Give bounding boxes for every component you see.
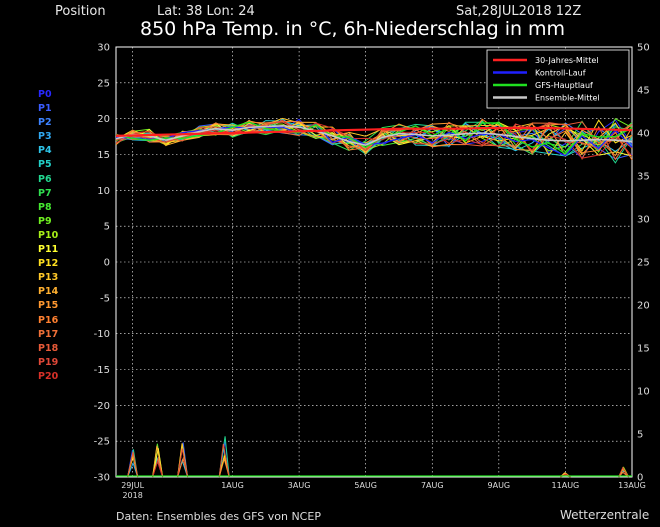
member-label-p6: P6	[38, 173, 52, 185]
member-list: P0 P1 P2 P3 P4 P5 P6 P7 P8 P9 P10 P11 P12 P13 P14 P15 P1…	[38, 88, 58, 384]
y2-tick-label: 50	[637, 43, 650, 54]
member-label-p7: P7	[38, 187, 52, 199]
climatology-line	[115, 126, 633, 137]
y-tick-label: 5	[104, 222, 110, 233]
precip-spike	[152, 459, 164, 478]
y2-tick-label: 45	[637, 86, 650, 97]
member-label-p14: P14	[38, 286, 59, 298]
y-tick-label: 15	[97, 150, 110, 161]
member-label-p3: P3	[38, 131, 52, 143]
gfs-main-line	[115, 121, 633, 155]
member-label-p9: P9	[38, 215, 52, 227]
data-source: Daten: Ensembles des GFS von NCEP	[116, 510, 321, 523]
y2-tick-label: 30	[637, 215, 650, 226]
y-tick-label: -30	[94, 473, 110, 484]
y-tick-label: 0	[104, 258, 110, 269]
member-label-p2: P2	[38, 117, 52, 129]
y2-tick-label: 25	[637, 258, 650, 269]
precip-spike	[218, 443, 230, 478]
member-label-p15: P15	[38, 300, 59, 312]
x-tick-label: 9AUG	[488, 481, 511, 490]
member-label-p0: P0	[38, 89, 52, 100]
y2-tick-label: 35	[637, 172, 650, 183]
legend-label: Kontroll-Lauf	[535, 69, 586, 78]
y-tick-label: 10	[97, 186, 110, 197]
precip-spike	[218, 457, 230, 478]
x-tick-label: 5AUG	[354, 481, 377, 490]
precip-spike	[618, 466, 630, 478]
position-label: Position	[55, 4, 106, 19]
precip-spike	[177, 448, 189, 478]
member-label-p17: P17	[38, 328, 59, 340]
x-tick-label: 11AUG	[552, 481, 580, 490]
y-tick-label: -5	[100, 293, 110, 304]
member-label-p10: P10	[38, 229, 59, 241]
ensemble-mean-line	[115, 125, 633, 147]
y2-tick-label: 10	[637, 387, 650, 398]
member-line-p15	[115, 119, 633, 158]
y-tick-label: -20	[94, 401, 110, 412]
x-tick-label: 7AUG	[421, 481, 444, 490]
member-label-p12: P12	[38, 258, 59, 270]
member-label-p8: P8	[38, 201, 52, 213]
x-tick-label: 3AUG	[288, 481, 311, 490]
member-label-p13: P13	[38, 272, 59, 284]
run-date: Sat,28JUL2018 12Z	[456, 4, 582, 19]
member-label-p4: P4	[38, 145, 52, 157]
member-label-p18: P18	[38, 342, 59, 354]
precip-spike	[127, 451, 139, 478]
member-label-p5: P5	[38, 159, 52, 171]
chart-title: 850 hPa Temp. in °C, 6h-Niederschlag in …	[140, 18, 566, 40]
member-label-p16: P16	[38, 314, 59, 326]
precip-spike	[152, 445, 164, 478]
member-label-p19: P19	[38, 356, 59, 368]
legend-label: Ensemble-Mittel	[535, 94, 600, 103]
y-tick-label: -10	[94, 329, 110, 340]
x-tick-sublabel: 2018	[122, 491, 142, 500]
x-tick-label: 29JUL	[121, 481, 144, 490]
y2-tick-label: 15	[637, 344, 650, 355]
y-tick-label: -25	[94, 437, 110, 448]
member-label-p1: P1	[38, 103, 52, 115]
legend-label: GFS-Hauptlauf	[535, 81, 593, 90]
y2-tick-label: 5	[637, 430, 643, 441]
member-label-p20: P20	[38, 370, 59, 382]
member-label-p11: P11	[38, 244, 59, 256]
y-tick-label: 20	[97, 114, 110, 125]
brand-label: Wetterzentrale	[560, 508, 650, 522]
y2-tick-label: 20	[637, 301, 650, 312]
y2-tick-label: 40	[637, 129, 650, 140]
latlon-label: Lat: 38 Lon: 24	[157, 4, 255, 19]
x-tick-label: 13AUG	[618, 481, 646, 490]
legend-label: 30-Jahres-Mittel	[535, 56, 598, 65]
y2-tick-label: 0	[637, 473, 643, 484]
y-tick-label: 25	[97, 78, 110, 89]
y-tick-label: -15	[94, 365, 110, 376]
x-tick-label: 1AUG	[221, 481, 244, 490]
y-tick-label: 30	[97, 43, 110, 54]
